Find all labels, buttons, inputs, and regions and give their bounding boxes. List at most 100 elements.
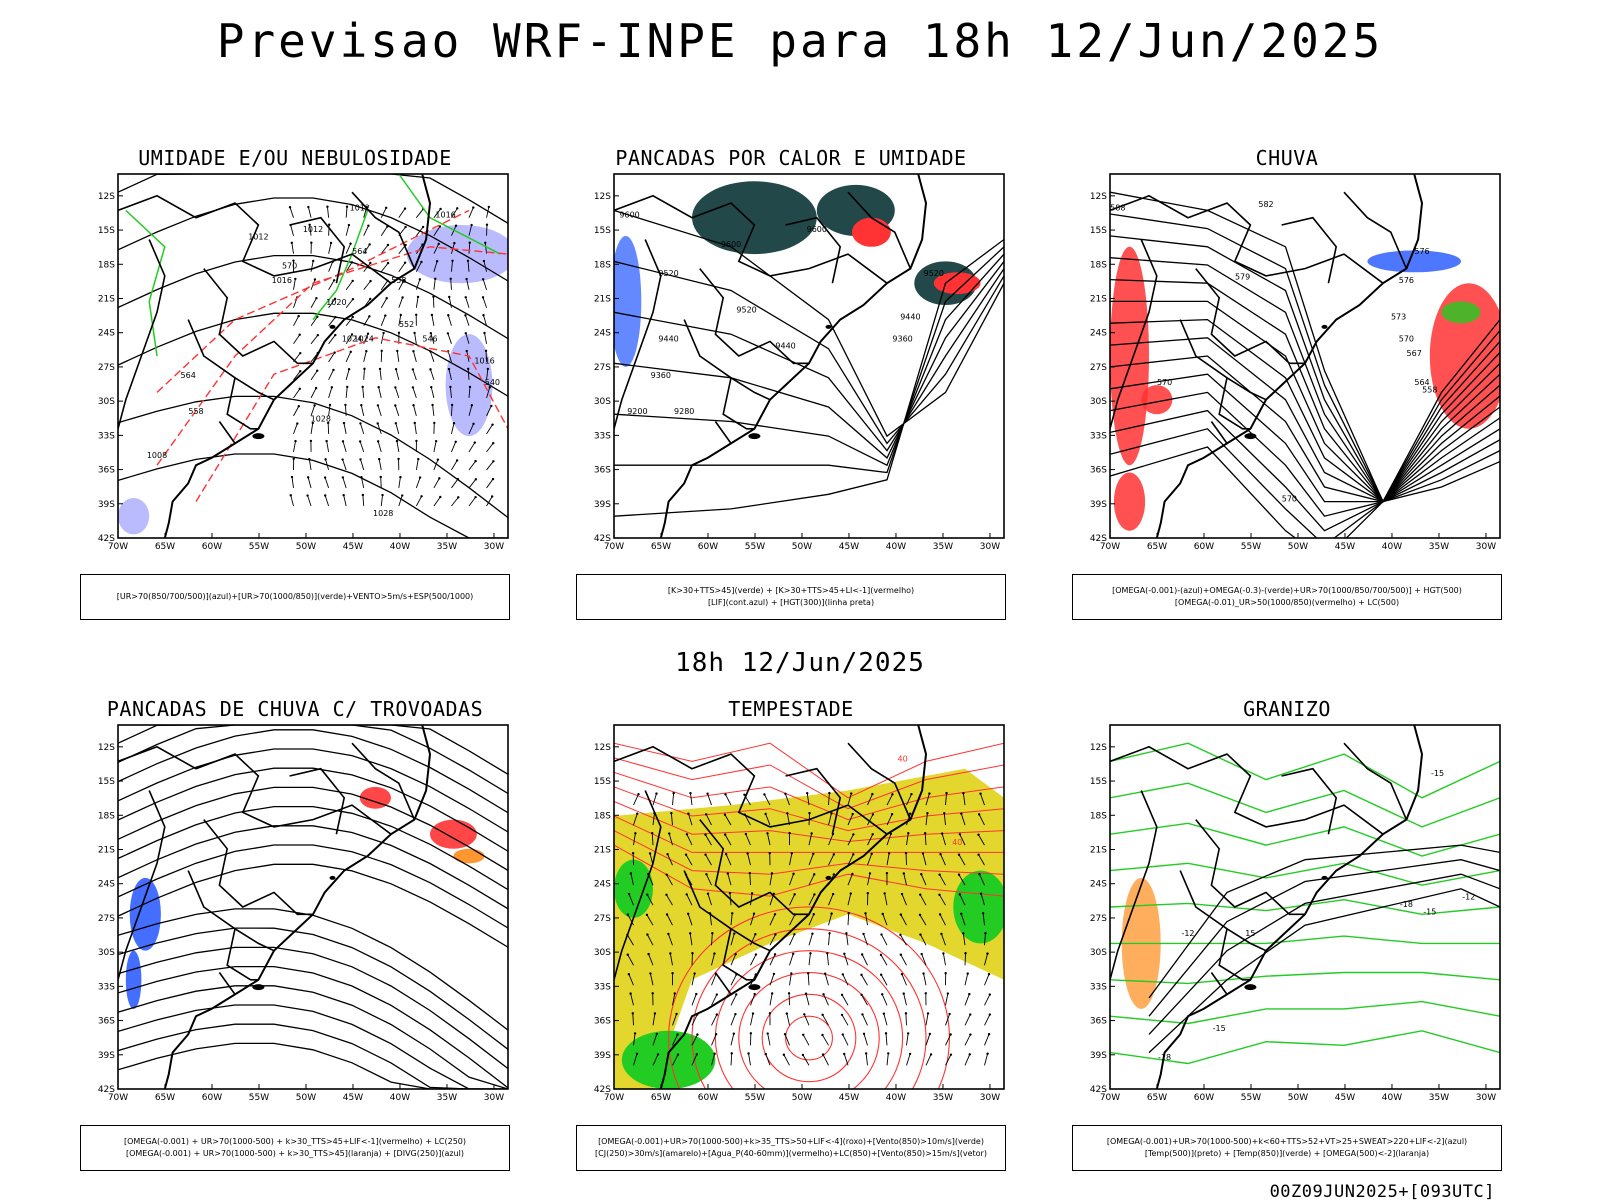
wind-vector <box>294 316 299 326</box>
wind-vector <box>451 479 457 488</box>
lake-shape <box>330 876 336 880</box>
wind-vector-head <box>724 814 726 816</box>
wind-vector-head <box>713 1053 715 1055</box>
wind-vector <box>731 1014 735 1025</box>
lon-label: 65W <box>1147 1093 1167 1103</box>
wind-vector-head <box>362 386 364 388</box>
wind-vector-head <box>415 314 417 316</box>
wind-vector-head <box>630 872 632 874</box>
panel-title: PANCADAS DE CHUVA C/ TROVOADAS <box>80 697 510 721</box>
wind-vector <box>311 388 316 398</box>
contour-label: 564 <box>181 371 196 380</box>
water-vapour-contour-red <box>739 973 879 1104</box>
wind-vector-head <box>938 873 940 875</box>
wind-vector-head <box>395 422 397 424</box>
lon-label: 40W <box>1382 542 1402 552</box>
wind-vector-head <box>289 206 291 208</box>
wind-vector-head <box>841 994 843 996</box>
lat-label: 39S <box>98 1051 115 1061</box>
wind-vector <box>329 280 335 289</box>
wind-vector-head <box>969 1033 971 1035</box>
wind-vector-head <box>959 833 961 835</box>
temp850-contour-green <box>1110 973 1500 984</box>
omega-area-red <box>1114 472 1145 530</box>
wind-vector <box>363 495 364 506</box>
wind-vector-head <box>341 458 343 460</box>
wind-vector-head <box>401 494 403 496</box>
wind-vector-head <box>769 1012 771 1014</box>
wind-vector <box>329 370 334 380</box>
omega-area-green <box>1442 301 1481 323</box>
wind-vector-head <box>924 832 926 834</box>
wind-vector-head <box>763 793 765 795</box>
wind-vector <box>434 279 435 290</box>
wind-vector <box>294 406 299 416</box>
wind-vector-head <box>689 792 691 794</box>
wind-vector <box>784 1055 790 1066</box>
wind-vector-head <box>677 1053 679 1055</box>
lat-label: 12S <box>1090 192 1107 202</box>
wind-vector-head <box>359 440 361 442</box>
wind-vector-head <box>646 933 648 935</box>
wind-vector <box>311 335 318 344</box>
wind-vector-head <box>299 352 301 354</box>
wind-vector-head <box>292 458 294 460</box>
wind-vector-head <box>919 914 921 916</box>
wind-vector-head <box>806 792 808 794</box>
wind-vector-head <box>386 297 388 299</box>
lon-label: 50W <box>296 1093 316 1103</box>
lat-label: 12S <box>98 192 115 202</box>
wind-vector <box>965 994 969 1005</box>
wind-vector-head <box>734 1013 736 1015</box>
wind-vector <box>485 333 487 344</box>
wind-vector-head <box>296 422 298 424</box>
wind-vector-head <box>905 1012 907 1014</box>
wind-vector-head <box>862 933 864 935</box>
wind-vector-head <box>308 458 310 460</box>
temp850-contour-green <box>1110 823 1500 856</box>
wind-vector-head <box>377 440 379 442</box>
wind-vector-head <box>769 852 771 854</box>
wind-vector-head <box>733 932 735 934</box>
lat-label: 27S <box>1090 914 1107 924</box>
wind-vector-head <box>312 260 314 262</box>
wind-vector-head <box>377 404 379 406</box>
wind-vector-head <box>676 1033 678 1035</box>
lon-label: 45W <box>1335 1093 1355 1103</box>
country-border <box>1196 269 1305 364</box>
wind-vector <box>343 477 346 487</box>
wind-vector-head <box>634 1032 636 1034</box>
wind-vector-head <box>812 853 814 855</box>
contour-label: 1024 <box>354 334 374 343</box>
contour-label: 40 <box>898 754 908 763</box>
streamline-250 <box>118 967 508 1088</box>
panel-legend: [OMEGA(-0.001)-(azul)+OMEGA(-0.3)-(verde… <box>1072 574 1502 620</box>
wind-vector-head <box>299 370 301 372</box>
wind-vector <box>827 953 828 965</box>
wind-vector <box>884 1014 887 1026</box>
wind-vector-head <box>417 296 419 298</box>
wind-vector <box>803 1035 809 1046</box>
wind850-area-green <box>614 860 653 918</box>
lake-shape <box>1322 876 1328 880</box>
country-border <box>352 743 414 819</box>
wind-vector-head <box>632 852 634 854</box>
wind-vector <box>396 423 399 434</box>
wind-vector-head <box>727 872 729 874</box>
wind-vector-head <box>774 913 776 915</box>
wind-vector <box>395 387 398 397</box>
wind-vector <box>360 442 364 452</box>
contour-label: 573 <box>1391 313 1406 322</box>
contour-label: 1028 <box>311 415 331 424</box>
wind-vector-head <box>960 812 962 814</box>
wind-vector <box>344 423 346 434</box>
lat-label: 30S <box>594 948 611 958</box>
contour-label: 9280 <box>674 407 694 416</box>
lon-label: 35W <box>437 542 457 552</box>
wind-vector <box>416 478 420 488</box>
wind-vector-head <box>456 207 458 209</box>
wind-vector-head <box>958 874 960 876</box>
contour-label: 1028 <box>373 509 393 518</box>
wind-vector <box>904 994 907 1006</box>
